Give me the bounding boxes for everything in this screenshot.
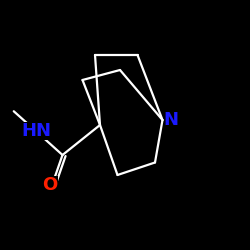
Text: O: O — [42, 176, 58, 194]
Text: HN: HN — [21, 122, 51, 140]
Text: N: N — [164, 111, 179, 129]
